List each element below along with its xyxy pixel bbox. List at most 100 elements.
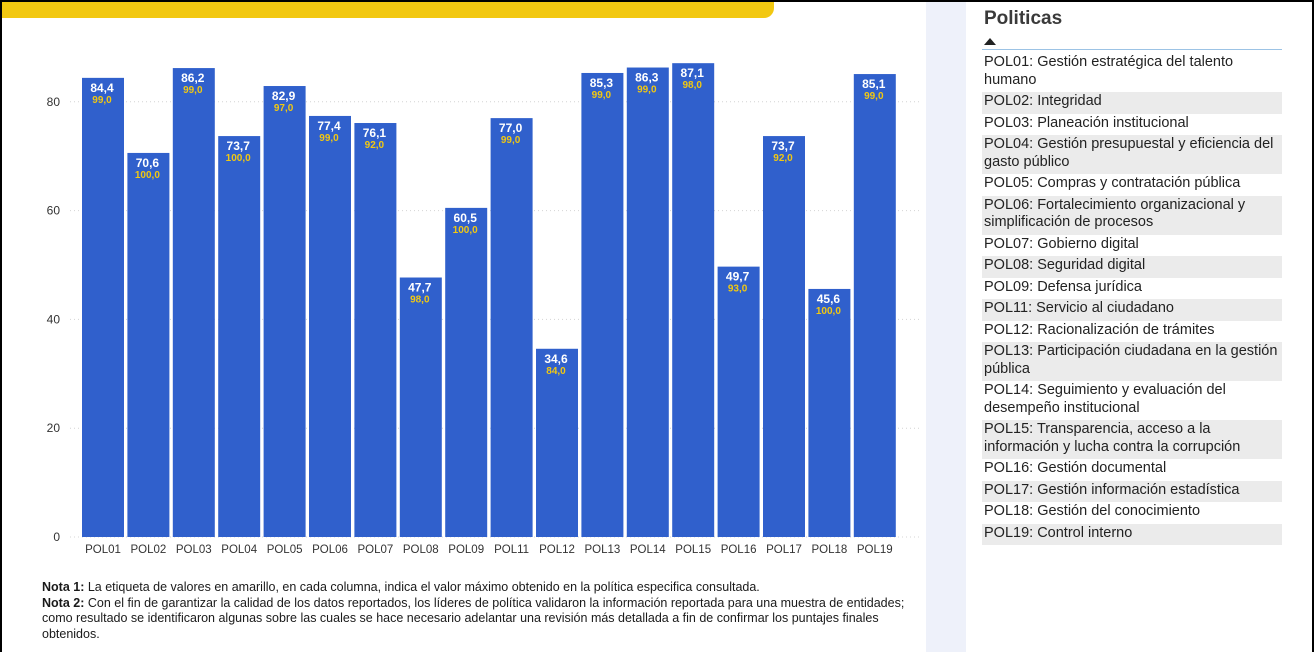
x-tick-label: POL11 (494, 544, 529, 556)
value-label: 45,6 (817, 292, 841, 306)
value-label: 73,7 (227, 139, 251, 153)
legend-item[interactable]: POL14: Seguimiento y evaluación del dese… (984, 382, 1226, 416)
legend-item[interactable]: POL09: Defensa jurídica (984, 278, 1142, 295)
bar-chart: 02040608084,499,0POL0170,6100,0POL0286,2… (47, 63, 922, 556)
value-label: 70,6 (136, 156, 160, 170)
max-value-label: 99,0 (637, 85, 657, 96)
max-value-label: 100,0 (135, 170, 160, 181)
x-tick-label: POL05 (267, 544, 303, 556)
legend-item[interactable]: POL02: Integridad (982, 92, 1282, 114)
value-label: 82,9 (272, 89, 296, 103)
legend-item[interactable]: POL12: Racionalización de trámites (984, 321, 1215, 338)
y-tick-label: 0 (53, 530, 60, 544)
y-tick-label: 80 (47, 95, 61, 109)
bar-pol05 (263, 86, 306, 538)
value-label: 87,1 (681, 66, 705, 80)
legend-item[interactable]: POL01: Gestión estratégica del talento h… (984, 54, 1234, 88)
panel-gap (926, 2, 966, 652)
chart-notes: Nota 1: La etiqueta de valores en amaril… (42, 580, 922, 642)
max-value-label: 99,0 (319, 133, 339, 144)
note-2-label: Nota 2: (42, 595, 85, 610)
max-value-label: 92,0 (365, 140, 385, 151)
bar-pol04 (218, 136, 261, 537)
legend-item[interactable]: POL06: Fortalecimiento organizacional y … (982, 195, 1282, 235)
max-value-label: 99,0 (501, 135, 521, 146)
legend-item[interactable]: POL15: Transparencia, acceso a la inform… (982, 420, 1282, 459)
note-1: Nota 1: La etiqueta de valores en amaril… (42, 580, 922, 596)
value-label: 77,0 (499, 121, 523, 135)
legend-item[interactable]: POL08: Seguridad digital (982, 256, 1282, 278)
sort-ascending-icon[interactable] (984, 38, 996, 45)
x-tick-label: POL15 (675, 544, 711, 556)
note-1-label: Nota 1: (42, 580, 85, 594)
x-tick-label: POL12 (539, 544, 575, 556)
bar-pol03 (172, 68, 215, 538)
max-value-label: 100,0 (226, 153, 251, 164)
legend-item[interactable]: POL17: Gestión información estadística (982, 480, 1282, 502)
legend-item[interactable]: POL19: Control interno (982, 523, 1282, 545)
y-tick-label: 20 (47, 421, 61, 435)
max-value-label: 99,0 (592, 90, 612, 101)
bar-pol13 (581, 72, 624, 537)
x-tick-label: POL02 (130, 544, 166, 556)
max-value-label: 100,0 (816, 306, 841, 317)
x-tick-label: POL16 (721, 544, 757, 556)
x-tick-label: POL17 (766, 544, 802, 556)
bar-pol11 (490, 118, 533, 538)
legend-item[interactable]: POL16: Gestión documental (984, 460, 1167, 476)
x-tick-label: POL01 (85, 544, 121, 556)
y-tick-label: 40 (47, 312, 61, 326)
legend-item[interactable]: POL13: Participación ciudadana en la ges… (982, 342, 1282, 381)
value-label: 47,7 (408, 281, 432, 295)
x-tick-label: POL07 (357, 544, 393, 556)
max-value-label: 84,0 (546, 366, 566, 377)
x-tick-label: POL09 (448, 544, 484, 556)
max-value-label: 99,0 (183, 85, 203, 96)
accent-strip (2, 2, 774, 18)
legend-list: POL01: Gestión estratégica del talento h… (982, 53, 1282, 545)
legend-item[interactable]: POL11: Servicio al ciudadano (982, 299, 1282, 321)
bar-pol08 (399, 277, 442, 537)
bar-pol02 (127, 152, 170, 537)
max-value-label: 98,0 (410, 295, 430, 306)
bar-pol19 (853, 74, 896, 537)
x-tick-label: POL04 (221, 544, 257, 556)
max-value-label: 99,0 (864, 91, 884, 102)
max-value-label: 98,0 (682, 80, 702, 91)
policies-legend-panel: Politicas POL01: Gestión estratégica del… (966, 2, 1312, 652)
bar-pol14 (626, 67, 669, 537)
value-label: 49,7 (726, 270, 750, 284)
note-1-text: La etiqueta de valores en amarillo, en c… (84, 580, 760, 594)
max-value-label: 100,0 (453, 225, 478, 236)
value-label: 76,1 (363, 126, 387, 140)
legend-item[interactable]: POL18: Gestión del conocimiento (984, 503, 1201, 519)
x-tick-label: POL03 (176, 544, 212, 556)
bar-pol09 (445, 207, 488, 537)
x-tick-label: POL13 (584, 544, 620, 556)
value-label: 85,3 (590, 76, 614, 90)
frame-top-border (0, 0, 1314, 2)
x-tick-label: POL06 (312, 544, 348, 556)
bar-pol07 (354, 123, 397, 538)
x-tick-label: POL18 (811, 544, 847, 556)
legend-item[interactable]: POL05: Compras y contratación pública (984, 175, 1241, 191)
legend-item[interactable]: POL07: Gobierno digital (984, 235, 1139, 252)
legend-title: Politicas (984, 8, 1063, 29)
value-label: 60,5 (454, 211, 478, 225)
value-label: 34,6 (544, 352, 568, 366)
max-value-label: 92,0 (773, 153, 793, 164)
x-tick-label: POL19 (857, 544, 893, 556)
x-tick-label: POL14 (630, 544, 666, 556)
legend-item[interactable]: POL03: Planeación institucional (984, 114, 1189, 131)
legend-item[interactable]: POL04: Gestión presupuestal y eficiencia… (982, 135, 1282, 174)
bar-pol01 (82, 77, 124, 537)
value-label: 77,4 (317, 119, 341, 133)
bar-pol16 (717, 266, 760, 537)
legend-header-divider (982, 49, 1282, 50)
frame-left-border (0, 0, 2, 652)
max-value-label: 97,0 (274, 103, 294, 114)
bar-pol06 (309, 115, 351, 537)
value-label: 84,4 (90, 81, 114, 95)
bar-pol12 (536, 348, 578, 537)
value-label: 86,3 (635, 71, 659, 85)
